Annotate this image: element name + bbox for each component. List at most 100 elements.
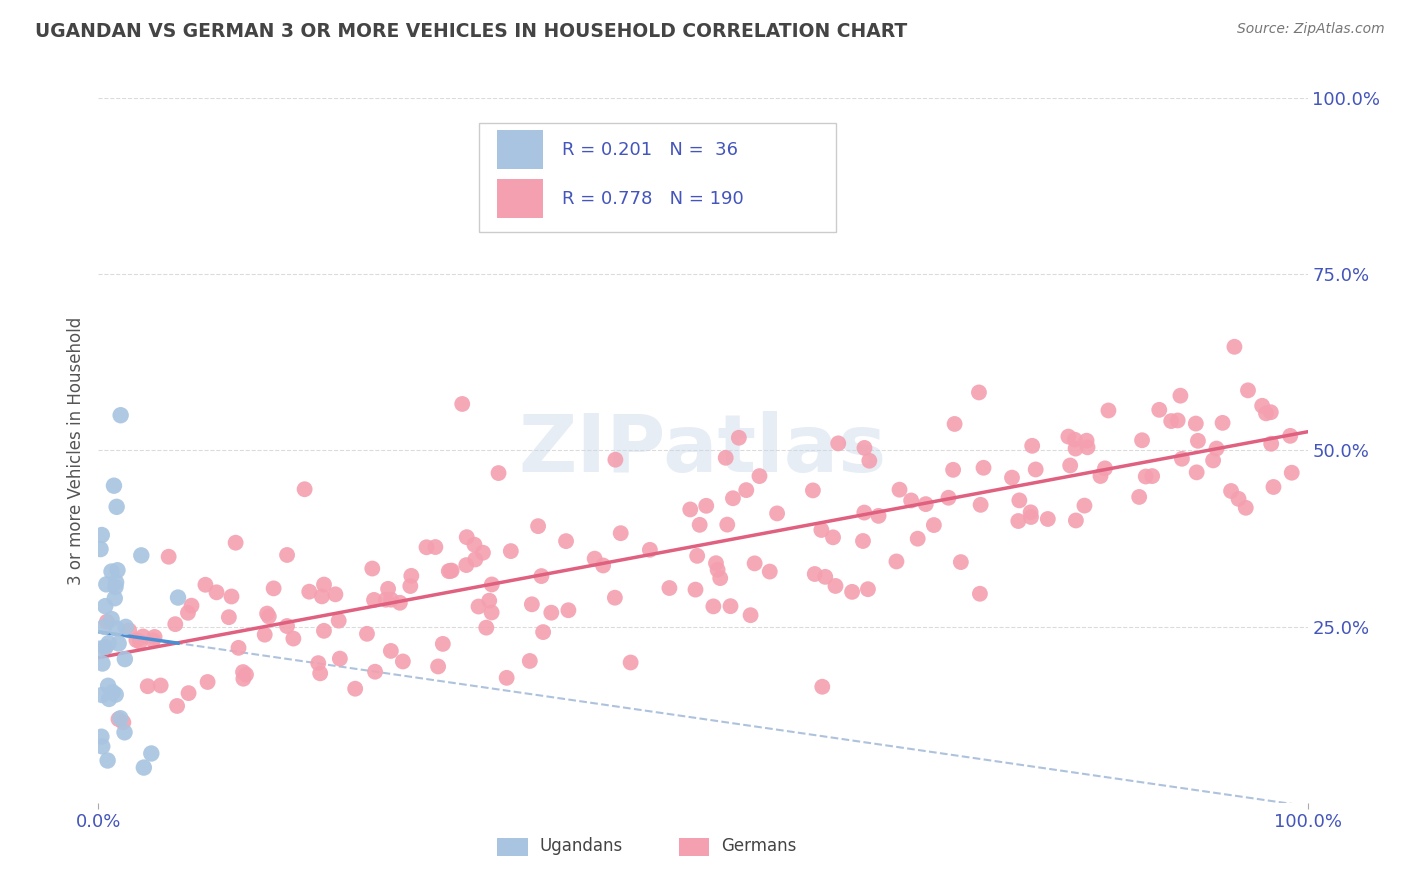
Point — [1008, 493, 1031, 508]
Point — [377, 582, 399, 596]
Point — [531, 625, 554, 640]
Point — [107, 712, 129, 726]
Point — [740, 608, 762, 623]
Point — [1251, 399, 1274, 413]
Point — [766, 507, 789, 521]
Point — [1171, 451, 1194, 466]
Point — [938, 491, 960, 505]
Point — [540, 606, 562, 620]
Point — [165, 617, 187, 632]
Point — [1001, 470, 1024, 484]
Point — [1260, 405, 1282, 419]
Point — [803, 566, 825, 581]
Point — [1223, 340, 1246, 354]
Point — [907, 532, 929, 546]
Point — [141, 747, 163, 761]
Point — [1202, 453, 1225, 467]
Point — [1170, 389, 1192, 403]
Point — [685, 582, 707, 597]
Point — [132, 760, 155, 774]
Point — [583, 551, 606, 566]
Point — [1090, 469, 1112, 483]
Point — [298, 584, 321, 599]
Point — [104, 591, 127, 606]
Point — [605, 452, 627, 467]
Point — [557, 603, 579, 617]
Point — [1019, 505, 1042, 519]
Point — [309, 666, 332, 681]
Point — [811, 680, 834, 694]
Point — [356, 627, 378, 641]
Point — [132, 630, 155, 644]
Point — [714, 450, 737, 465]
Text: UGANDAN VS GERMAN 3 OR MORE VEHICLES IN HOUSEHOLD CORRELATION CHART: UGANDAN VS GERMAN 3 OR MORE VEHICLES IN … — [35, 22, 907, 41]
Point — [143, 630, 166, 644]
Point — [432, 637, 454, 651]
Point — [1260, 436, 1282, 450]
Point — [1073, 499, 1095, 513]
Point — [253, 627, 276, 641]
Point — [1036, 512, 1059, 526]
Point — [1059, 458, 1081, 473]
Point — [727, 431, 749, 445]
Point — [973, 460, 995, 475]
Point — [1076, 434, 1098, 448]
Point — [689, 517, 711, 532]
Point — [142, 633, 165, 648]
Point — [401, 569, 423, 583]
Point — [90, 688, 112, 702]
Point — [853, 441, 876, 455]
Point — [735, 483, 758, 497]
Point — [852, 533, 875, 548]
Point — [177, 606, 200, 620]
Point — [329, 651, 352, 665]
Text: Ugandans: Ugandans — [540, 838, 623, 855]
Point — [1227, 491, 1250, 506]
Point — [1149, 402, 1171, 417]
Point — [328, 614, 350, 628]
Point — [868, 508, 890, 523]
Point — [283, 632, 305, 646]
Point — [488, 466, 510, 480]
Point — [1185, 417, 1208, 431]
Point — [1185, 466, 1208, 480]
Point — [218, 610, 240, 624]
Point — [129, 634, 152, 648]
Point — [969, 587, 991, 601]
Point — [519, 654, 541, 668]
Point — [157, 549, 180, 564]
Point — [744, 557, 766, 571]
Point — [706, 563, 728, 577]
Point — [107, 636, 129, 650]
Point — [94, 640, 117, 655]
Point — [440, 564, 463, 578]
Point — [679, 502, 702, 516]
Point — [388, 596, 411, 610]
Point — [886, 554, 908, 568]
Point — [841, 585, 863, 599]
Point — [853, 506, 876, 520]
Point — [1064, 442, 1087, 456]
Point — [94, 640, 117, 654]
Point — [228, 640, 250, 655]
Point — [235, 667, 257, 681]
Point — [374, 592, 396, 607]
Point — [456, 558, 478, 573]
Point — [110, 408, 132, 422]
Point — [114, 652, 136, 666]
Point — [256, 607, 278, 621]
Point — [821, 530, 844, 544]
Point — [1263, 480, 1285, 494]
Point — [603, 591, 626, 605]
Point — [520, 597, 543, 611]
Point — [427, 659, 450, 673]
Point — [495, 671, 517, 685]
Point — [104, 580, 127, 594]
Point — [1019, 510, 1042, 524]
Point — [720, 599, 742, 614]
Point — [276, 548, 298, 562]
Point — [294, 482, 316, 496]
Point — [97, 636, 120, 650]
Point — [90, 730, 112, 744]
Point — [499, 544, 522, 558]
